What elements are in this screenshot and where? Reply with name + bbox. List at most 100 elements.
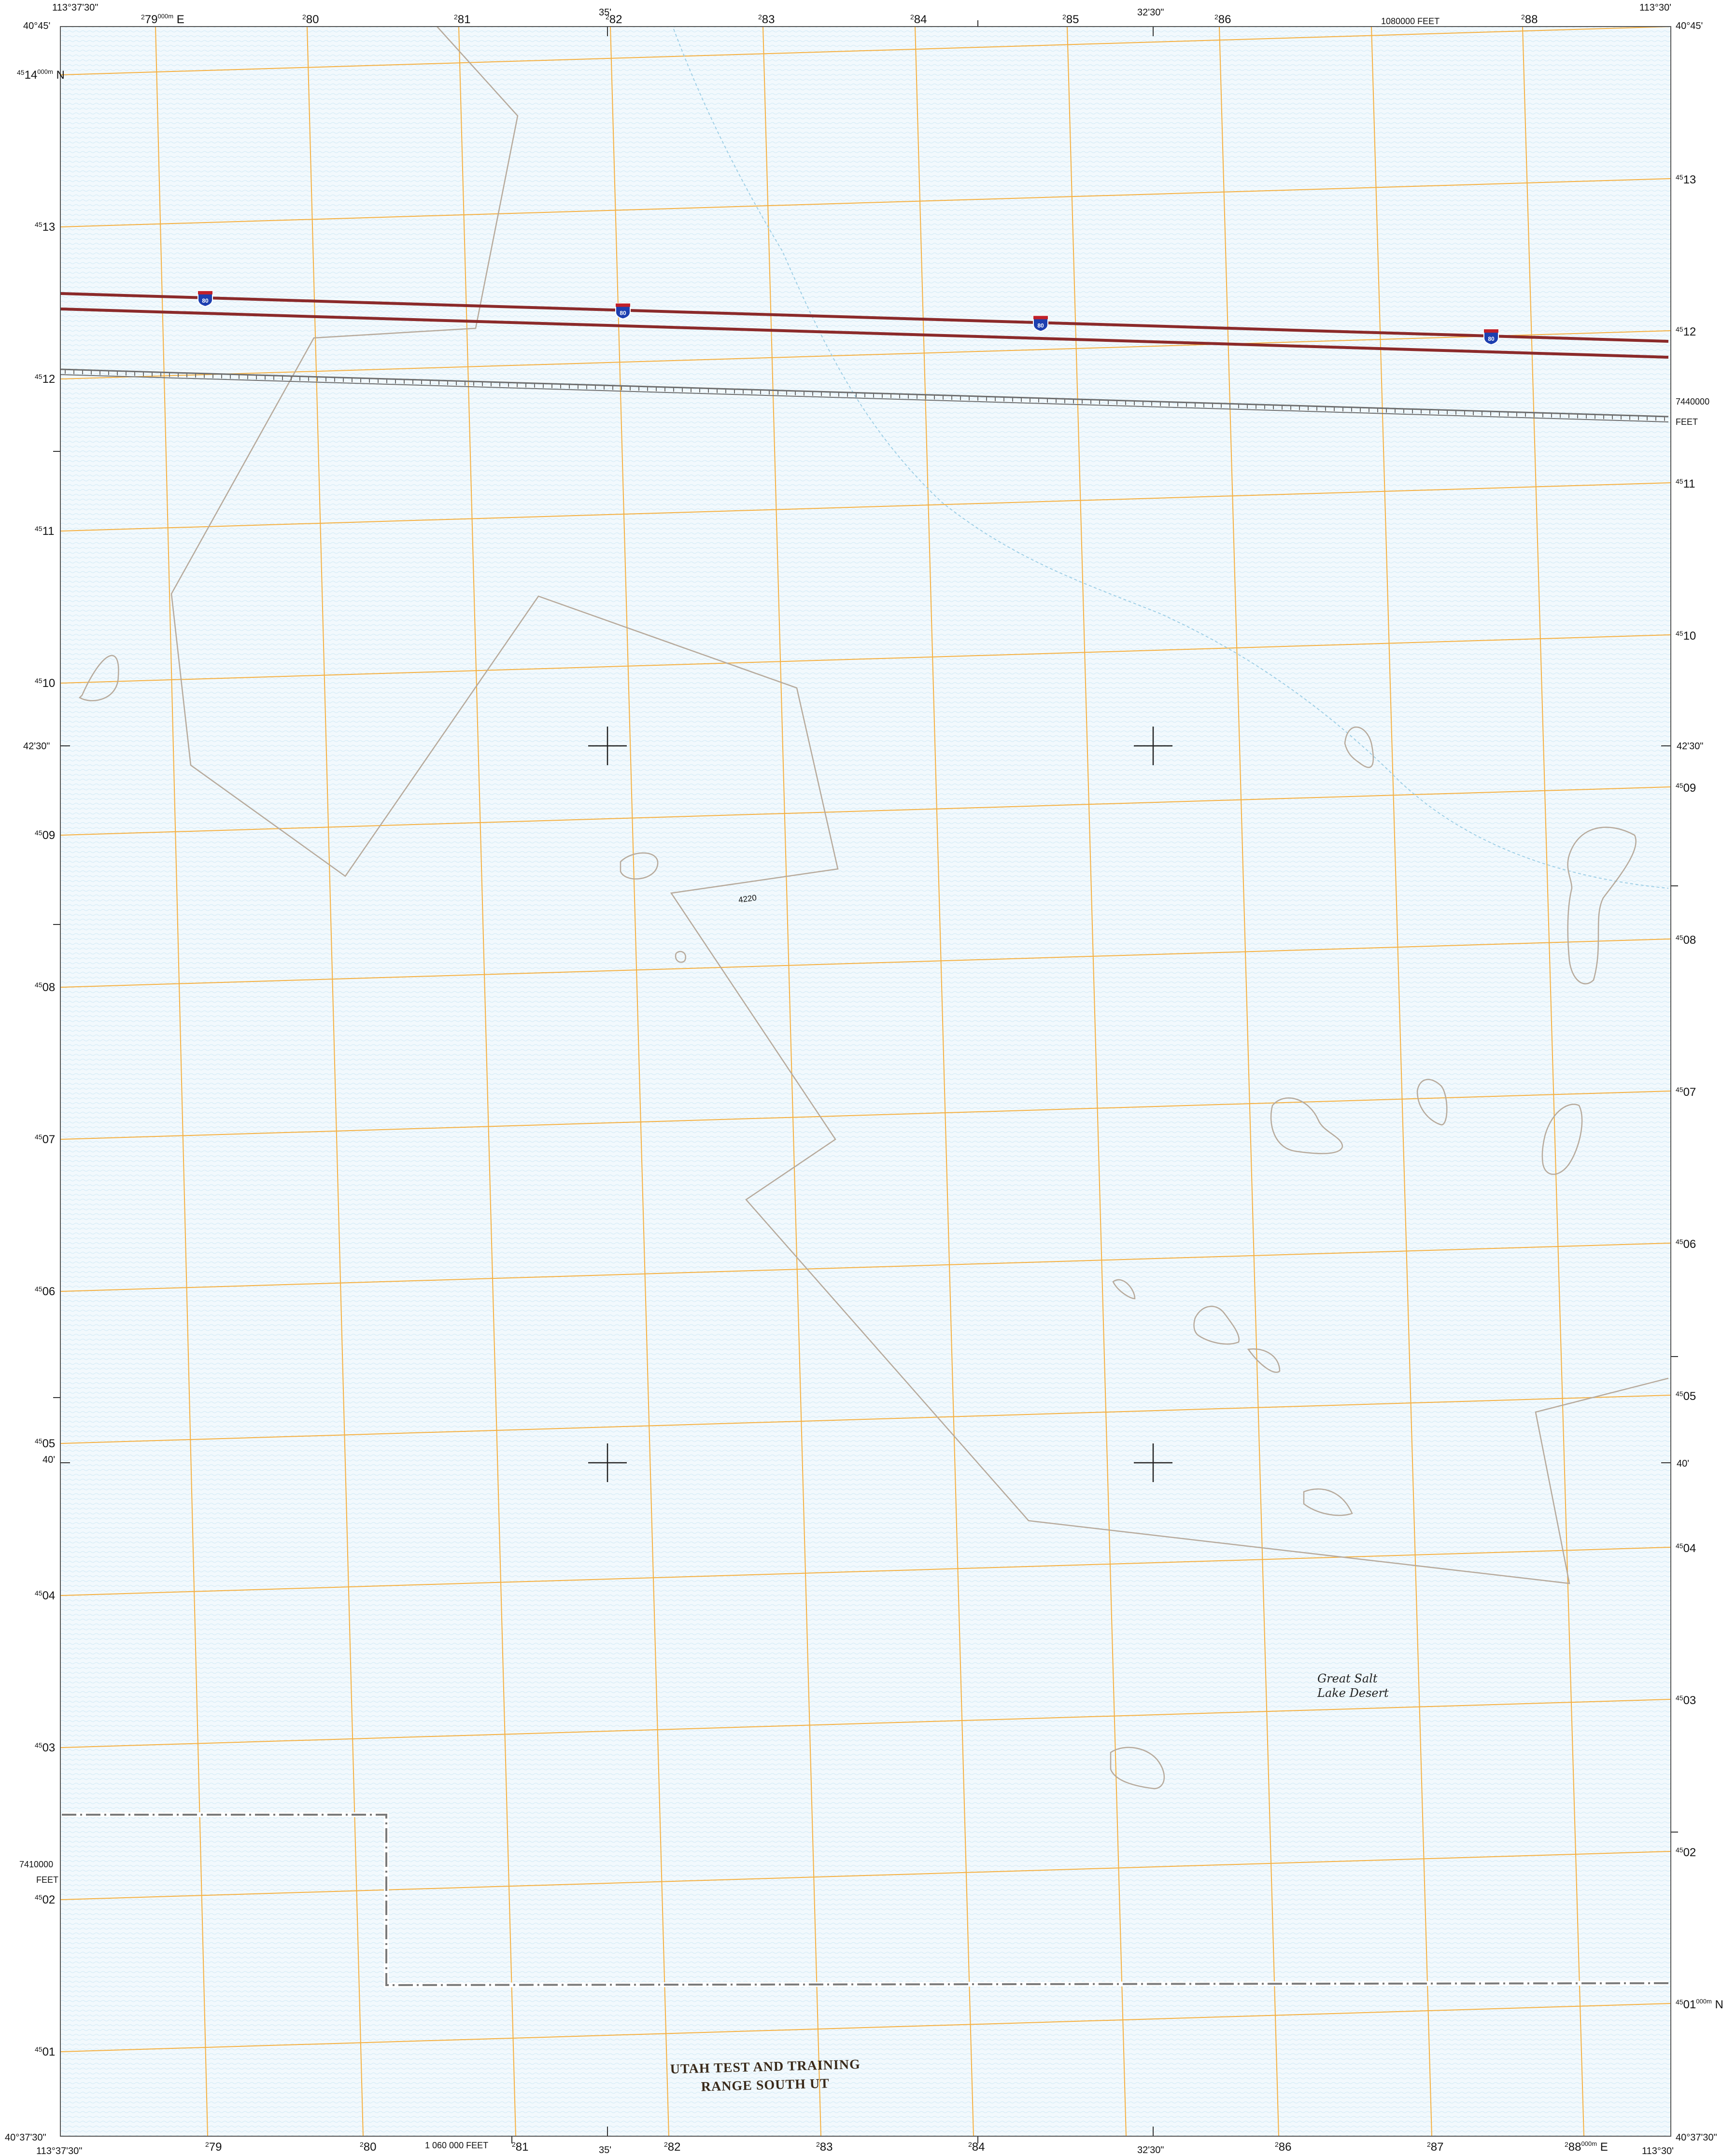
utm-easting-label-top: 286 bbox=[1214, 13, 1231, 26]
place-name-line2: Lake Desert bbox=[1317, 1686, 1389, 1700]
utm-easting-label-bottom: 280 bbox=[360, 2141, 377, 2154]
left-feet-unit: FEET bbox=[36, 1875, 58, 1885]
bottom-min35: 35' bbox=[599, 2145, 611, 2156]
utm-northing-line bbox=[60, 1851, 1671, 1900]
utm-easting-label-bottom: 288000m E bbox=[1565, 2140, 1608, 2154]
military-boundary bbox=[62, 1812, 1669, 1988]
interstate-shield-icon: 80 bbox=[1033, 315, 1048, 332]
interstate-shields: 80 80 80 80 bbox=[198, 290, 1499, 346]
crosshair-marks bbox=[588, 727, 1172, 1482]
utm-northing-label-left: 4502 bbox=[35, 1893, 55, 1906]
utm-northing-label-right: 4507 bbox=[1676, 1086, 1696, 1099]
utm-northing-label-left: 4510 bbox=[35, 677, 55, 690]
railroad bbox=[60, 368, 1669, 422]
utm-easting-label-bottom: 287 bbox=[1427, 2141, 1444, 2154]
interstate-shield-icon: 80 bbox=[1483, 329, 1499, 346]
utm-easting-line bbox=[1371, 27, 1432, 2136]
utm-easting-label-bottom: 283 bbox=[816, 2141, 833, 2154]
utm-northing-line bbox=[60, 1395, 1671, 1444]
utm-northing-line bbox=[60, 1243, 1671, 1292]
utm-easting-line bbox=[1067, 27, 1127, 2136]
bottom-min3230: 32'30" bbox=[1137, 2145, 1164, 2156]
bottom-feet: 1 060 000 FEET bbox=[425, 2141, 488, 2150]
interstate-shield-label: 80 bbox=[1488, 336, 1495, 342]
utm-easting-line bbox=[915, 27, 974, 2136]
top-min3230: 32'30" bbox=[1137, 7, 1164, 18]
right-min40: 40' bbox=[1677, 1458, 1689, 1469]
utm-easting-label-bottom: 279 bbox=[205, 2141, 222, 2154]
neatline bbox=[60, 26, 1671, 2137]
utm-easting-label-top: 281 bbox=[454, 13, 471, 26]
utm-northing-label-right: 4504 bbox=[1676, 1542, 1696, 1555]
utm-northing-label-left: 4505 bbox=[35, 1437, 55, 1450]
interstate-80 bbox=[60, 292, 1669, 359]
utm-easting-label-bottom: 282 bbox=[664, 2141, 681, 2154]
contour-lines bbox=[78, 26, 1669, 1790]
interstate-shield-label: 80 bbox=[1037, 322, 1044, 329]
corner-top-right-lat: 40°45' bbox=[1676, 21, 1703, 31]
utm-northing-line bbox=[60, 178, 1671, 227]
utm-northing-label-right: 4506 bbox=[1676, 1238, 1696, 1251]
utm-easting-line bbox=[610, 27, 669, 2136]
utm-easting-line bbox=[1219, 27, 1279, 2136]
left-feet-value: 7410000 bbox=[19, 1860, 53, 1869]
utm-easting-line bbox=[1522, 27, 1584, 2136]
corner-top-left-lon: 113°37'30" bbox=[52, 2, 98, 13]
utm-northing-label-right: 4505 bbox=[1676, 1390, 1696, 1403]
utm-easting-label-bottom: 286 bbox=[1275, 2141, 1292, 2154]
utm-easting-line bbox=[762, 27, 821, 2136]
utm-northing-line bbox=[60, 1091, 1671, 1140]
interstate-shield-label: 80 bbox=[202, 297, 209, 304]
utm-easting-label-bottom: 281 bbox=[512, 2141, 529, 2154]
utm-northing-label-right: 4503 bbox=[1676, 1694, 1696, 1707]
utm-easting-line bbox=[458, 27, 516, 2136]
corner-bottom-left-lat: 40°37'30" bbox=[5, 2132, 46, 2143]
utm-grid bbox=[60, 27, 1671, 2136]
utm-easting-label-top: 279000m E bbox=[141, 13, 184, 26]
utm-northing-label-left: 4511 bbox=[35, 525, 55, 538]
right-feet-value: 7440000 bbox=[1676, 397, 1709, 406]
utm-northing-label-right: 4512 bbox=[1676, 325, 1696, 338]
utm-easting-line bbox=[155, 27, 208, 2136]
utm-northing-label-right: 4508 bbox=[1676, 934, 1696, 947]
place-name-line1: Great Salt bbox=[1317, 1672, 1378, 1685]
top-min35: 35' bbox=[599, 7, 611, 18]
utm-easting-label-top: 285 bbox=[1062, 13, 1079, 26]
edge-ticks bbox=[53, 20, 1678, 2143]
utm-northing-label-left: 4512 bbox=[35, 373, 55, 386]
utm-northing-label-left: 4504 bbox=[35, 1589, 55, 1602]
utm-northing-line bbox=[60, 1699, 1671, 1748]
utm-northing-label-left: 4507 bbox=[35, 1133, 55, 1146]
utm-northing-label-right: 4511 bbox=[1676, 477, 1695, 490]
utm-northing-label-left: 4508 bbox=[35, 981, 55, 994]
utm-easting-label-top: 284 bbox=[910, 13, 927, 26]
utm-northing-line bbox=[60, 938, 1671, 988]
utm-northing-line bbox=[60, 786, 1671, 836]
utm-easting-line bbox=[307, 27, 364, 2136]
utm-easting-label-top: 282 bbox=[606, 13, 622, 26]
utm-northing-line bbox=[60, 330, 1671, 379]
utm-easting-label-top: 283 bbox=[758, 13, 775, 26]
utm-northing-label-right: 4513 bbox=[1676, 173, 1696, 186]
utm-northing-line bbox=[60, 482, 1671, 532]
top-feet: 1080000 FEET bbox=[1381, 16, 1440, 26]
utm-northing-label-left: 4513 bbox=[35, 221, 55, 234]
utm-tick-labels: 279000m E 280 281 282 283 284 285 286 288 279 280 2… bbox=[17, 13, 1723, 2154]
utm-northing-label-right: 4501000m N bbox=[1676, 1998, 1723, 2011]
left-min4230: 42'30" bbox=[23, 741, 50, 752]
utm-northing-label-left: 4509 bbox=[35, 829, 55, 842]
corner-top-left-lat: 40°45' bbox=[23, 21, 50, 31]
map-body-water bbox=[60, 27, 1671, 2136]
corner-bottom-left-lon: 113°37'30" bbox=[36, 2146, 82, 2156]
utm-northing-line bbox=[60, 1547, 1671, 1596]
utm-northing-line bbox=[60, 634, 1671, 684]
area-name-line2: RANGE SOUTH UT bbox=[701, 2076, 830, 2095]
right-min4230: 42'30" bbox=[1677, 741, 1703, 752]
utm-northing-line bbox=[60, 27, 1671, 75]
utm-northing-label-left: 4501 bbox=[35, 2045, 55, 2058]
shoreline bbox=[673, 28, 1669, 889]
utm-northing-label-left: 4514000m N bbox=[17, 68, 65, 82]
graticule-labels: 35' 32'30" 1080000 FEET 35' 32'30" 1 060… bbox=[19, 7, 1709, 2156]
interstate-shield-icon: 80 bbox=[615, 303, 631, 320]
